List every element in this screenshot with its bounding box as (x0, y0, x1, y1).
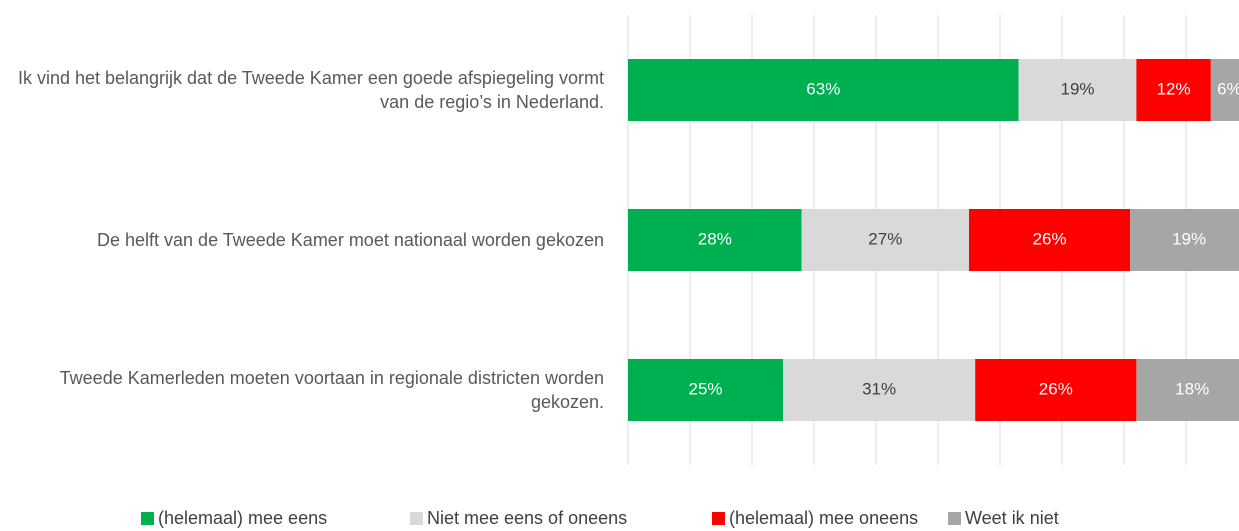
legend-item: Niet mee eens of oneens (410, 508, 627, 529)
legend-swatch (948, 512, 961, 525)
bar-segment (628, 209, 802, 271)
bar-segment (801, 209, 969, 271)
legend-swatch (141, 512, 154, 525)
legend-item: (helemaal) mee eens (141, 508, 327, 529)
bar-segment (1130, 209, 1239, 271)
legend-label: Weet ik niet (965, 508, 1059, 528)
data-label: 12% (1157, 79, 1191, 98)
legend-label: (helemaal) mee eens (158, 508, 328, 528)
data-label: 19% (1060, 79, 1094, 98)
legend-item: Weet ik niet (948, 508, 1059, 529)
bar-segment (1210, 59, 1239, 121)
data-label: 28% (698, 229, 732, 248)
data-label: 63% (806, 79, 840, 98)
category-label: Ik vind het belangrijk dat de Tweede Kam… (17, 68, 604, 112)
legend-label: Niet mee eens of oneens (427, 508, 628, 528)
data-label: 18% (1175, 379, 1209, 398)
data-label: 19% (1172, 229, 1206, 248)
data-label: 26% (1039, 379, 1073, 398)
legend-swatch (410, 512, 423, 525)
data-label: 27% (868, 229, 902, 248)
category-label: Tweede Kamerleden moeten voortaan in reg… (59, 368, 604, 412)
data-label: 31% (862, 379, 896, 398)
data-label: 6% (1217, 79, 1239, 98)
bar-segment (783, 359, 976, 421)
bar-segment (1136, 59, 1211, 121)
data-label: 25% (688, 379, 722, 398)
bar-segment (628, 359, 783, 421)
bar-segment (969, 209, 1131, 271)
data-label: 26% (1033, 229, 1067, 248)
legend-item: (helemaal) mee oneens (712, 508, 918, 529)
bar-segment (1136, 359, 1239, 421)
category-label: De helft van de Tweede Kamer moet nation… (97, 230, 604, 250)
bar-segment (628, 59, 1019, 121)
bar-segment (1018, 59, 1137, 121)
bar-segment (975, 359, 1137, 421)
legend-label: (helemaal) mee oneens (729, 508, 919, 528)
legend-swatch (712, 512, 725, 525)
